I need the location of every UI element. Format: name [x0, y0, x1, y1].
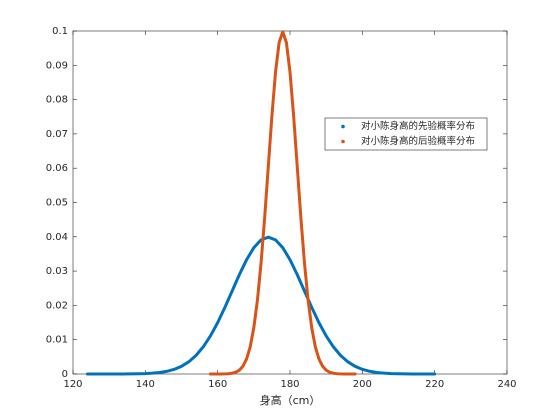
legend-label: 对小陈身高的后验概率分布 — [361, 135, 475, 147]
x-tick-label: 120 — [63, 379, 82, 390]
y-tick-label: 0.05 — [46, 198, 68, 209]
legend-marker — [341, 139, 345, 144]
x-tick-label: 220 — [425, 379, 444, 390]
y-tick-label: 0.03 — [46, 266, 68, 277]
x-tick-label: 200 — [353, 379, 372, 390]
series-line — [208, 30, 357, 376]
legend-marker — [341, 124, 345, 129]
x-tick-label: 140 — [136, 379, 155, 390]
y-tick-label: 0.1 — [52, 26, 68, 37]
legend-box — [324, 117, 488, 151]
y-tick-label: 0.01 — [46, 335, 68, 346]
x-axis-label: 身高（cm） — [260, 393, 321, 407]
y-tick-label: 0.07 — [46, 129, 68, 140]
series-line — [85, 235, 437, 376]
y-tick-label: 0.04 — [46, 232, 68, 243]
y-tick-label: 0.08 — [46, 95, 68, 106]
y-tick-label: 0 — [62, 369, 68, 380]
y-tick-label: 0.06 — [46, 163, 68, 174]
y-tick-label: 0.09 — [46, 60, 68, 71]
x-tick-label: 160 — [208, 379, 227, 390]
legend-label: 对小陈身高的先验概率分布 — [361, 120, 475, 132]
x-tick-label: 240 — [497, 379, 516, 390]
y-tick-label: 0.02 — [46, 300, 68, 311]
x-tick-label: 180 — [280, 379, 299, 390]
